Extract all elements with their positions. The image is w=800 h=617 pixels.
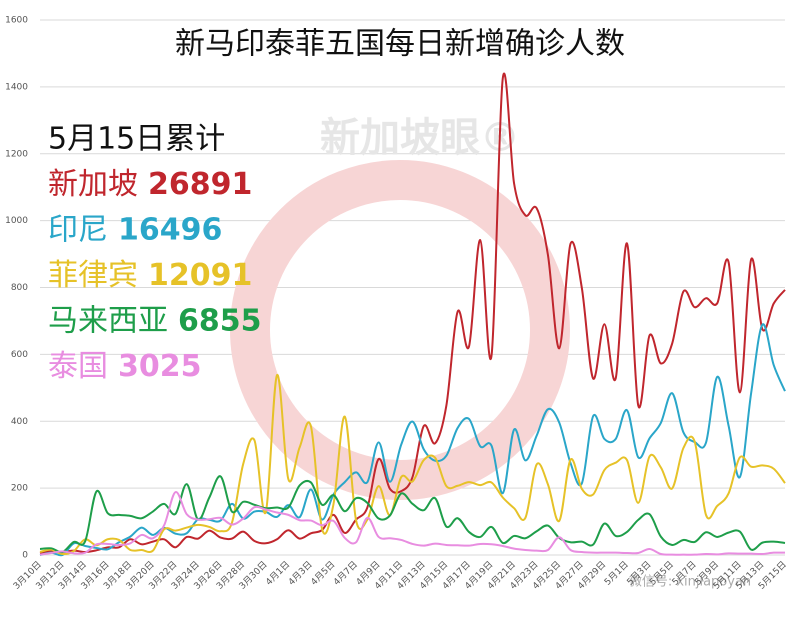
x-tick-label: 4月1日 <box>264 559 293 588</box>
legend-total: 16496 <box>118 212 222 247</box>
legend-name: 菲律宾 <box>48 258 138 293</box>
chart-title: 新马印泰菲五国每日新增确诊人数 <box>175 27 625 62</box>
series-line <box>39 475 786 554</box>
y-tick-label: 1600 <box>5 16 28 26</box>
series-line <box>39 374 786 556</box>
y-tick-label: 1400 <box>5 82 28 92</box>
legend-heading: 5月15日累计 <box>48 122 225 157</box>
y-tick-label: 800 <box>11 283 28 293</box>
x-tick-label: 5月1日 <box>602 559 631 588</box>
legend-entry: 印尼 16496 <box>48 212 222 247</box>
legend-entry: 新加坡 26891 <box>48 167 252 202</box>
legend-name: 新加坡 <box>48 167 138 202</box>
y-tick-label: 0 <box>22 551 28 561</box>
y-tick-label: 600 <box>11 350 28 360</box>
legend-entry: 菲律宾 12091 <box>48 258 252 293</box>
watermark-ring <box>230 160 570 500</box>
y-tick-label: 1000 <box>5 216 28 226</box>
legend-name: 泰国 <box>48 349 108 384</box>
legend-name: 印尼 <box>48 212 108 247</box>
legend-total: 26891 <box>148 167 252 202</box>
x-tick-label: 4月3日 <box>286 559 315 588</box>
footer: 微信号: xinjiapoyan <box>629 575 751 590</box>
legend-total: 12091 <box>148 258 252 293</box>
legend-total: 3025 <box>118 349 202 384</box>
series-line <box>39 491 786 556</box>
series-line <box>39 72 786 554</box>
y-tick-label: 1200 <box>5 149 28 159</box>
y-tick-label: 400 <box>11 417 28 427</box>
y-tick-label: 200 <box>11 484 28 494</box>
legend-entry: 泰国 3025 <box>48 349 202 384</box>
watermark: 新加坡眼® <box>320 115 520 161</box>
legend-name: 马来西亚 <box>48 303 168 338</box>
legend-entry: 马来西亚 6855 <box>48 303 262 338</box>
x-tick-label: 4月7日 <box>331 559 360 588</box>
legend-total: 6855 <box>178 303 262 338</box>
x-tick-label: 4月5日 <box>309 559 338 588</box>
